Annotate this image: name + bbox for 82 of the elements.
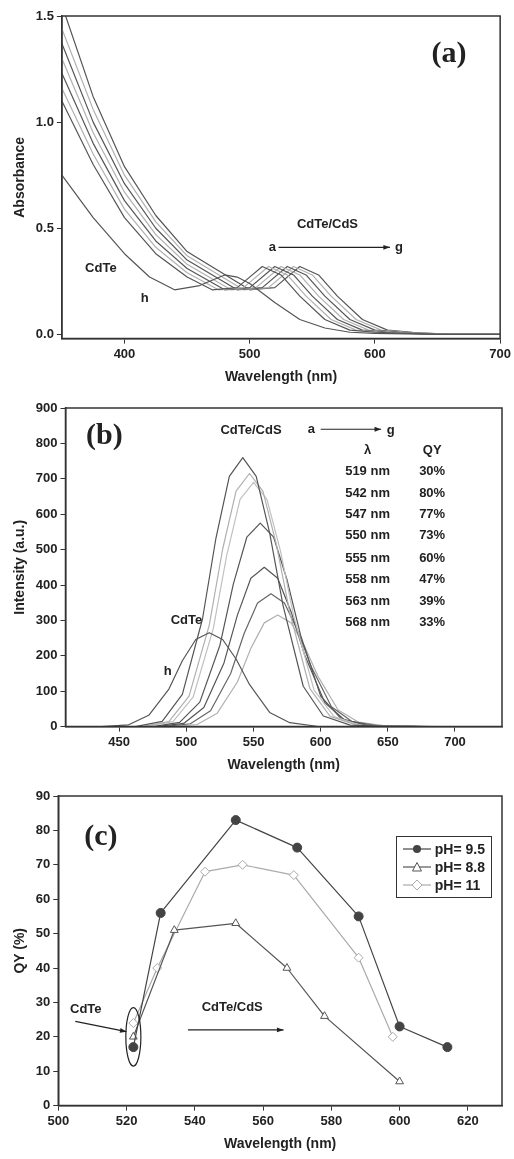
y-tick-label: 50 <box>35 925 51 941</box>
y-tick-label: 800 <box>35 434 58 450</box>
x-tick-label: 400 <box>113 345 136 361</box>
legend-label: pH= 11 <box>434 876 481 894</box>
annotation: a <box>268 238 277 254</box>
y-tick-label: 80 <box>35 821 51 837</box>
annotation: 77% <box>419 505 446 521</box>
x-tick-label: 620 <box>457 1112 479 1128</box>
annotation: CdTe <box>170 612 203 628</box>
y-tick-label: 1.5 <box>35 7 54 23</box>
y-tick-label: 100 <box>35 682 58 698</box>
annotation: (b) <box>86 417 123 452</box>
y-tick-label: 600 <box>35 505 58 521</box>
y-axis-title: Absorbance <box>11 136 28 218</box>
annotation: (a) <box>431 34 467 69</box>
x-tick-label: 550 <box>242 733 265 749</box>
annotation: CdTe/CdS <box>220 422 282 438</box>
y-axis-title: Intensity (a.u.) <box>11 519 28 615</box>
y-tick-label: 30 <box>35 993 51 1009</box>
annotation: λ <box>363 441 372 457</box>
y-tick-label: 60 <box>35 890 51 906</box>
x-tick-label: 520 <box>115 1112 138 1128</box>
y-tick-label: 400 <box>35 576 58 592</box>
y-axis-title: QY (%) <box>11 927 28 974</box>
x-tick-label: 700 <box>444 733 466 749</box>
annotation: 558 nm <box>345 571 390 587</box>
annotation: CdTe <box>70 1000 102 1016</box>
y-tick-label: 200 <box>35 647 58 663</box>
x-tick-label: 500 <box>238 345 261 361</box>
annotation: 80% <box>419 484 446 500</box>
x-tick-label: 540 <box>183 1112 206 1128</box>
y-tick-label: 70 <box>35 856 51 872</box>
x-axis-title: Wavelength (nm) <box>227 756 340 773</box>
annotation: 519 nm <box>345 463 390 479</box>
y-tick-label: 0 <box>50 718 58 734</box>
annotation: CdTe/CdS <box>296 215 359 231</box>
annotation: 30% <box>419 463 446 479</box>
annotation: CdTe <box>85 260 117 276</box>
x-tick-label: 600 <box>388 1112 411 1128</box>
annotation: 568 nm <box>345 613 390 629</box>
annotation: g <box>386 422 395 438</box>
x-tick-label: 700 <box>489 345 512 361</box>
legend-label: pH= 9.5 <box>434 840 485 858</box>
annotation: h <box>140 289 149 305</box>
y-tick-label: 1.0 <box>35 113 54 129</box>
x-axis-title: Wavelength (nm) <box>224 368 338 385</box>
annotation: 547 nm <box>345 505 390 521</box>
annotation: g <box>394 238 403 254</box>
annotation: h <box>163 663 172 679</box>
y-tick-label: 10 <box>35 1062 51 1078</box>
annotation: (c) <box>84 817 118 852</box>
annotation: CdTe/CdS <box>201 999 264 1015</box>
y-tick-label: 90 <box>35 787 51 803</box>
annotation: 47% <box>419 571 446 587</box>
x-tick-label: 500 <box>175 733 198 749</box>
y-tick-label: 900 <box>35 399 58 415</box>
annotation: 542 nm <box>345 484 390 500</box>
x-tick-label: 450 <box>108 733 131 749</box>
x-tick-label: 580 <box>320 1112 343 1128</box>
annotation: 550 nm <box>345 527 390 543</box>
annotation: 33% <box>419 613 446 629</box>
x-tick-label: 650 <box>376 733 399 749</box>
annotation: 563 nm <box>345 592 390 608</box>
y-tick-label: 0 <box>43 1097 51 1113</box>
y-tick-label: 0.5 <box>35 219 54 235</box>
y-tick-label: 20 <box>35 1028 51 1044</box>
x-tick-label: 600 <box>364 345 386 361</box>
x-tick-label: 560 <box>252 1112 274 1128</box>
y-tick-label: 500 <box>35 541 58 557</box>
annotation: 39% <box>419 592 446 608</box>
annotation: 73% <box>419 527 446 543</box>
legend-label: pH= 8.8 <box>434 858 485 876</box>
annotation: 555 nm <box>345 549 390 565</box>
annotation: QY <box>422 441 442 457</box>
y-tick-label: 40 <box>35 959 51 975</box>
y-tick-label: 300 <box>35 611 58 627</box>
y-tick-label: 700 <box>35 470 58 486</box>
x-tick-label: 600 <box>309 733 332 749</box>
annotation: 60% <box>419 549 446 565</box>
x-axis-title: Wavelength (nm) <box>224 1135 337 1152</box>
annotation: a <box>307 420 316 436</box>
y-tick-label: 0.0 <box>35 325 54 341</box>
